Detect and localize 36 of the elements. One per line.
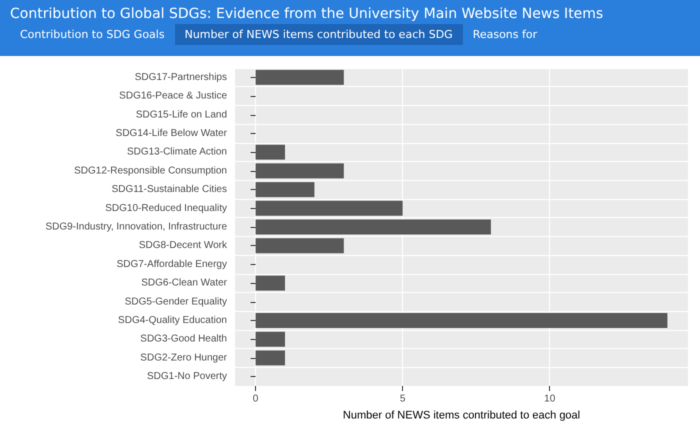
y-tick-label: SDG9-Industry, Innovation, Infrastructure bbox=[45, 222, 228, 232]
x-tick-label: 10 bbox=[544, 394, 556, 404]
y-tick-label: SDG8-Decent Work bbox=[138, 240, 228, 252]
chart-title: Contribution to Global SDGs: Evidence from the University Main Website News Items bbox=[9, 5, 604, 24]
x-tick-label: 5 bbox=[400, 394, 406, 404]
y-tick-label: SDG6-Clean Water bbox=[141, 278, 228, 289]
y-tick-label: SDG5-Gender Equality bbox=[124, 296, 227, 308]
y-tick-label: SDG10-Reduced Inequality bbox=[105, 202, 227, 214]
y-tick-label: SDG17-Partnerships bbox=[134, 72, 227, 83]
bar bbox=[256, 144, 286, 160]
text: Contribution to SDG Goals bbox=[19, 27, 166, 43]
y-tick-label: SDG15-Life on Land bbox=[136, 109, 227, 120]
y-tick-label: SDG12-Responsible Consumption bbox=[74, 165, 227, 176]
y-tick-label: SDG3-Good Health bbox=[140, 334, 227, 345]
y-tick-label: SDG13-Climate Action bbox=[126, 146, 227, 158]
y-tick-label: SDG7-Affordable Energy bbox=[116, 258, 227, 270]
y-tick-label: SDG16-Peace & Justice bbox=[119, 90, 228, 102]
bar bbox=[256, 276, 286, 291]
bar bbox=[256, 238, 344, 254]
bar bbox=[256, 200, 403, 216]
bar bbox=[256, 332, 286, 347]
bar bbox=[256, 70, 344, 85]
y-tick-label: SDG11-Sustainable Cities bbox=[112, 184, 227, 196]
bar bbox=[256, 163, 344, 178]
bar bbox=[256, 350, 286, 366]
bar bbox=[256, 220, 491, 234]
bar bbox=[256, 313, 668, 328]
y-tick-label: SDG2-Zero Hunger bbox=[140, 352, 228, 364]
y-tick-label: SDG1-No Poverty bbox=[146, 371, 227, 382]
x-axis-title: Number of NEWS items contributed to each goal bbox=[342, 410, 580, 422]
y-tick-label: SDG14-Life Below Water bbox=[116, 128, 228, 139]
y-tick-label: SDG4-Quality Education bbox=[118, 315, 227, 326]
text: Reasons for bbox=[472, 27, 538, 43]
x-tick-label: 0 bbox=[252, 394, 259, 404]
bar bbox=[256, 182, 314, 198]
text: Number of NEWS items contributed to each SDG bbox=[174, 24, 463, 45]
